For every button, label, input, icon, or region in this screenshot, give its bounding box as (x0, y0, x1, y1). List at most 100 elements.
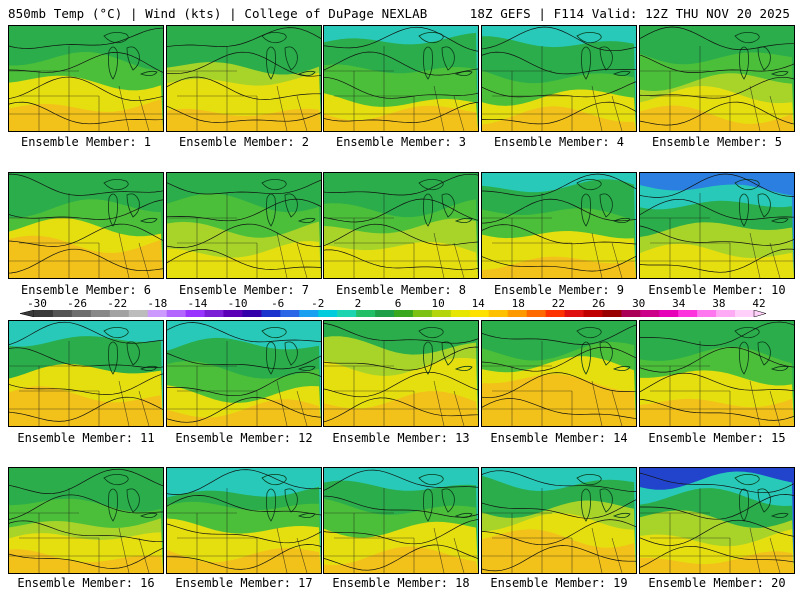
colorbar-swatch (621, 310, 641, 317)
colorbar-swatch (412, 310, 433, 317)
ensemble-member-map-16 (8, 467, 164, 574)
ensemble-member-label: Ensemble Member: 2 (178, 135, 310, 149)
ensemble-member-map-7 (166, 172, 322, 279)
colorbar-swatch (450, 310, 471, 317)
ensemble-member-label: Ensemble Member: 12 (175, 431, 313, 445)
colorbar-swatch (431, 310, 452, 317)
colorbar-tick: 18 (511, 297, 525, 310)
colorbar-swatch (640, 310, 660, 317)
ensemble-member-map-3 (323, 25, 479, 132)
ensemble-member-map-4 (481, 25, 637, 132)
ensemble-member-label: Ensemble Member: 19 (490, 576, 628, 590)
ensemble-member-map-8 (323, 172, 479, 279)
colorbar-tick: -6 (271, 297, 285, 310)
colorbar-swatch (735, 310, 755, 317)
colorbar-tick: 2 (354, 297, 362, 310)
colorbar-swatch (337, 310, 357, 317)
colorbar-swatch (299, 310, 319, 317)
colorbar-tick: 34 (672, 297, 686, 310)
colorbar-swatch (280, 310, 300, 317)
colorbar-swatch (545, 310, 565, 317)
colorbar-swatch (166, 310, 186, 317)
ensemble-member-label: Ensemble Member: 5 (651, 135, 783, 149)
colorbar-swatch (678, 310, 698, 317)
colorbar-tick: 14 (471, 297, 485, 310)
ensemble-member-map-11 (8, 320, 164, 427)
ensemble-member-map-15 (639, 320, 795, 427)
colorbar-swatch (356, 310, 376, 317)
ensemble-member-map-18 (323, 467, 479, 574)
run-valid-time: 18Z GEFS | F114 Valid: 12Z THU NOV 20 20… (469, 6, 790, 21)
colorbar-swatch (34, 310, 54, 317)
colorbar-swatch (204, 310, 224, 317)
ensemble-member-map-5 (639, 25, 795, 132)
colorbar-max-arrow (753, 310, 767, 317)
colorbar-swatch (526, 310, 546, 317)
ensemble-member-label: Ensemble Member: 17 (175, 576, 313, 590)
colorbar-swatch (71, 310, 92, 317)
ensemble-member-map-14 (481, 320, 637, 427)
ensemble-member-label: Ensemble Member: 13 (332, 431, 470, 445)
ensemble-member-map-20 (639, 467, 795, 574)
colorbar-swatch (507, 310, 527, 317)
ensemble-member-label: Ensemble Member: 3 (335, 135, 467, 149)
colorbar-swatch (564, 310, 584, 317)
colorbar-tick: 10 (431, 297, 445, 310)
colorbar-swatch (469, 310, 490, 317)
ensemble-member-map-12 (166, 320, 322, 427)
colorbar-tick: -18 (147, 297, 168, 310)
ensemble-member-map-9 (481, 172, 637, 279)
colorbar-swatch (375, 310, 395, 317)
colorbar-swatch (659, 310, 679, 317)
ensemble-member-map-17 (166, 467, 322, 574)
colorbar-tick-labels: -30 -26 -22 -18 -14 -10 -6 -2 2 6 10 14 18 22 26 30 34 38… (0, 297, 800, 310)
colorbar-tick: -30 (27, 297, 47, 310)
colorbar-tick: -2 (311, 297, 325, 310)
ensemble-member-label: Ensemble Member: 1 (20, 135, 152, 149)
ensemble-member-map-2 (166, 25, 322, 132)
colorbar-swatch (52, 310, 73, 317)
colorbar-tick: 22 (551, 297, 566, 310)
ensemble-member-label: Ensemble Member: 11 (17, 431, 155, 445)
colorbar-swatch (394, 310, 414, 317)
colorbar-swatch (185, 310, 205, 317)
colorbar-tick: 38 (712, 297, 726, 310)
colorbar-swatch (488, 310, 508, 317)
ensemble-member-label: Ensemble Member: 7 (178, 283, 310, 297)
ensemble-member-label: Ensemble Member: 10 (648, 283, 786, 297)
ensemble-member-map-10 (639, 172, 795, 279)
colorbar-swatch (697, 310, 717, 317)
ensemble-member-map-19 (481, 467, 637, 574)
ensemble-member-label: Ensemble Member: 14 (490, 431, 628, 445)
colorbar-tick: 30 (632, 297, 646, 310)
colorbar-tick: -22 (107, 297, 128, 310)
colorbar-tick: 26 (591, 297, 606, 310)
ensemble-member-label: Ensemble Member: 18 (332, 576, 470, 590)
colorbar-tick: -10 (227, 297, 248, 310)
temperature-colorbar (20, 310, 767, 317)
map-title: 850mb Temp (°C) | Wind (kts) | College o… (8, 6, 428, 21)
colorbar-swatch (242, 310, 262, 317)
colorbar-swatch (147, 310, 167, 317)
ensemble-member-map-1 (8, 25, 164, 132)
ensemble-member-label: Ensemble Member: 4 (493, 135, 625, 149)
colorbar-swatch (602, 310, 622, 317)
colorbar-tick: 42 (752, 297, 766, 310)
ensemble-member-label: Ensemble Member: 15 (648, 431, 786, 445)
colorbar-swatch (716, 310, 736, 317)
colorbar-tick: 6 (394, 297, 402, 310)
ensemble-member-label: Ensemble Member: 6 (20, 283, 152, 297)
colorbar-swatch (583, 310, 603, 317)
ensemble-member-label: Ensemble Member: 16 (17, 576, 155, 590)
colorbar-swatch (128, 310, 148, 317)
ensemble-member-map-6 (8, 172, 164, 279)
colorbar-swatch (223, 310, 243, 317)
colorbar-min-arrow (20, 310, 35, 317)
ensemble-member-label: Ensemble Member: 8 (335, 283, 467, 297)
ensemble-member-label: Ensemble Member: 9 (493, 283, 625, 297)
ensemble-member-label: Ensemble Member: 20 (648, 576, 786, 590)
colorbar-swatch (109, 310, 130, 317)
ensemble-member-map-13 (323, 320, 479, 427)
colorbar-swatch (90, 310, 111, 317)
colorbar-tick: -14 (187, 297, 208, 310)
